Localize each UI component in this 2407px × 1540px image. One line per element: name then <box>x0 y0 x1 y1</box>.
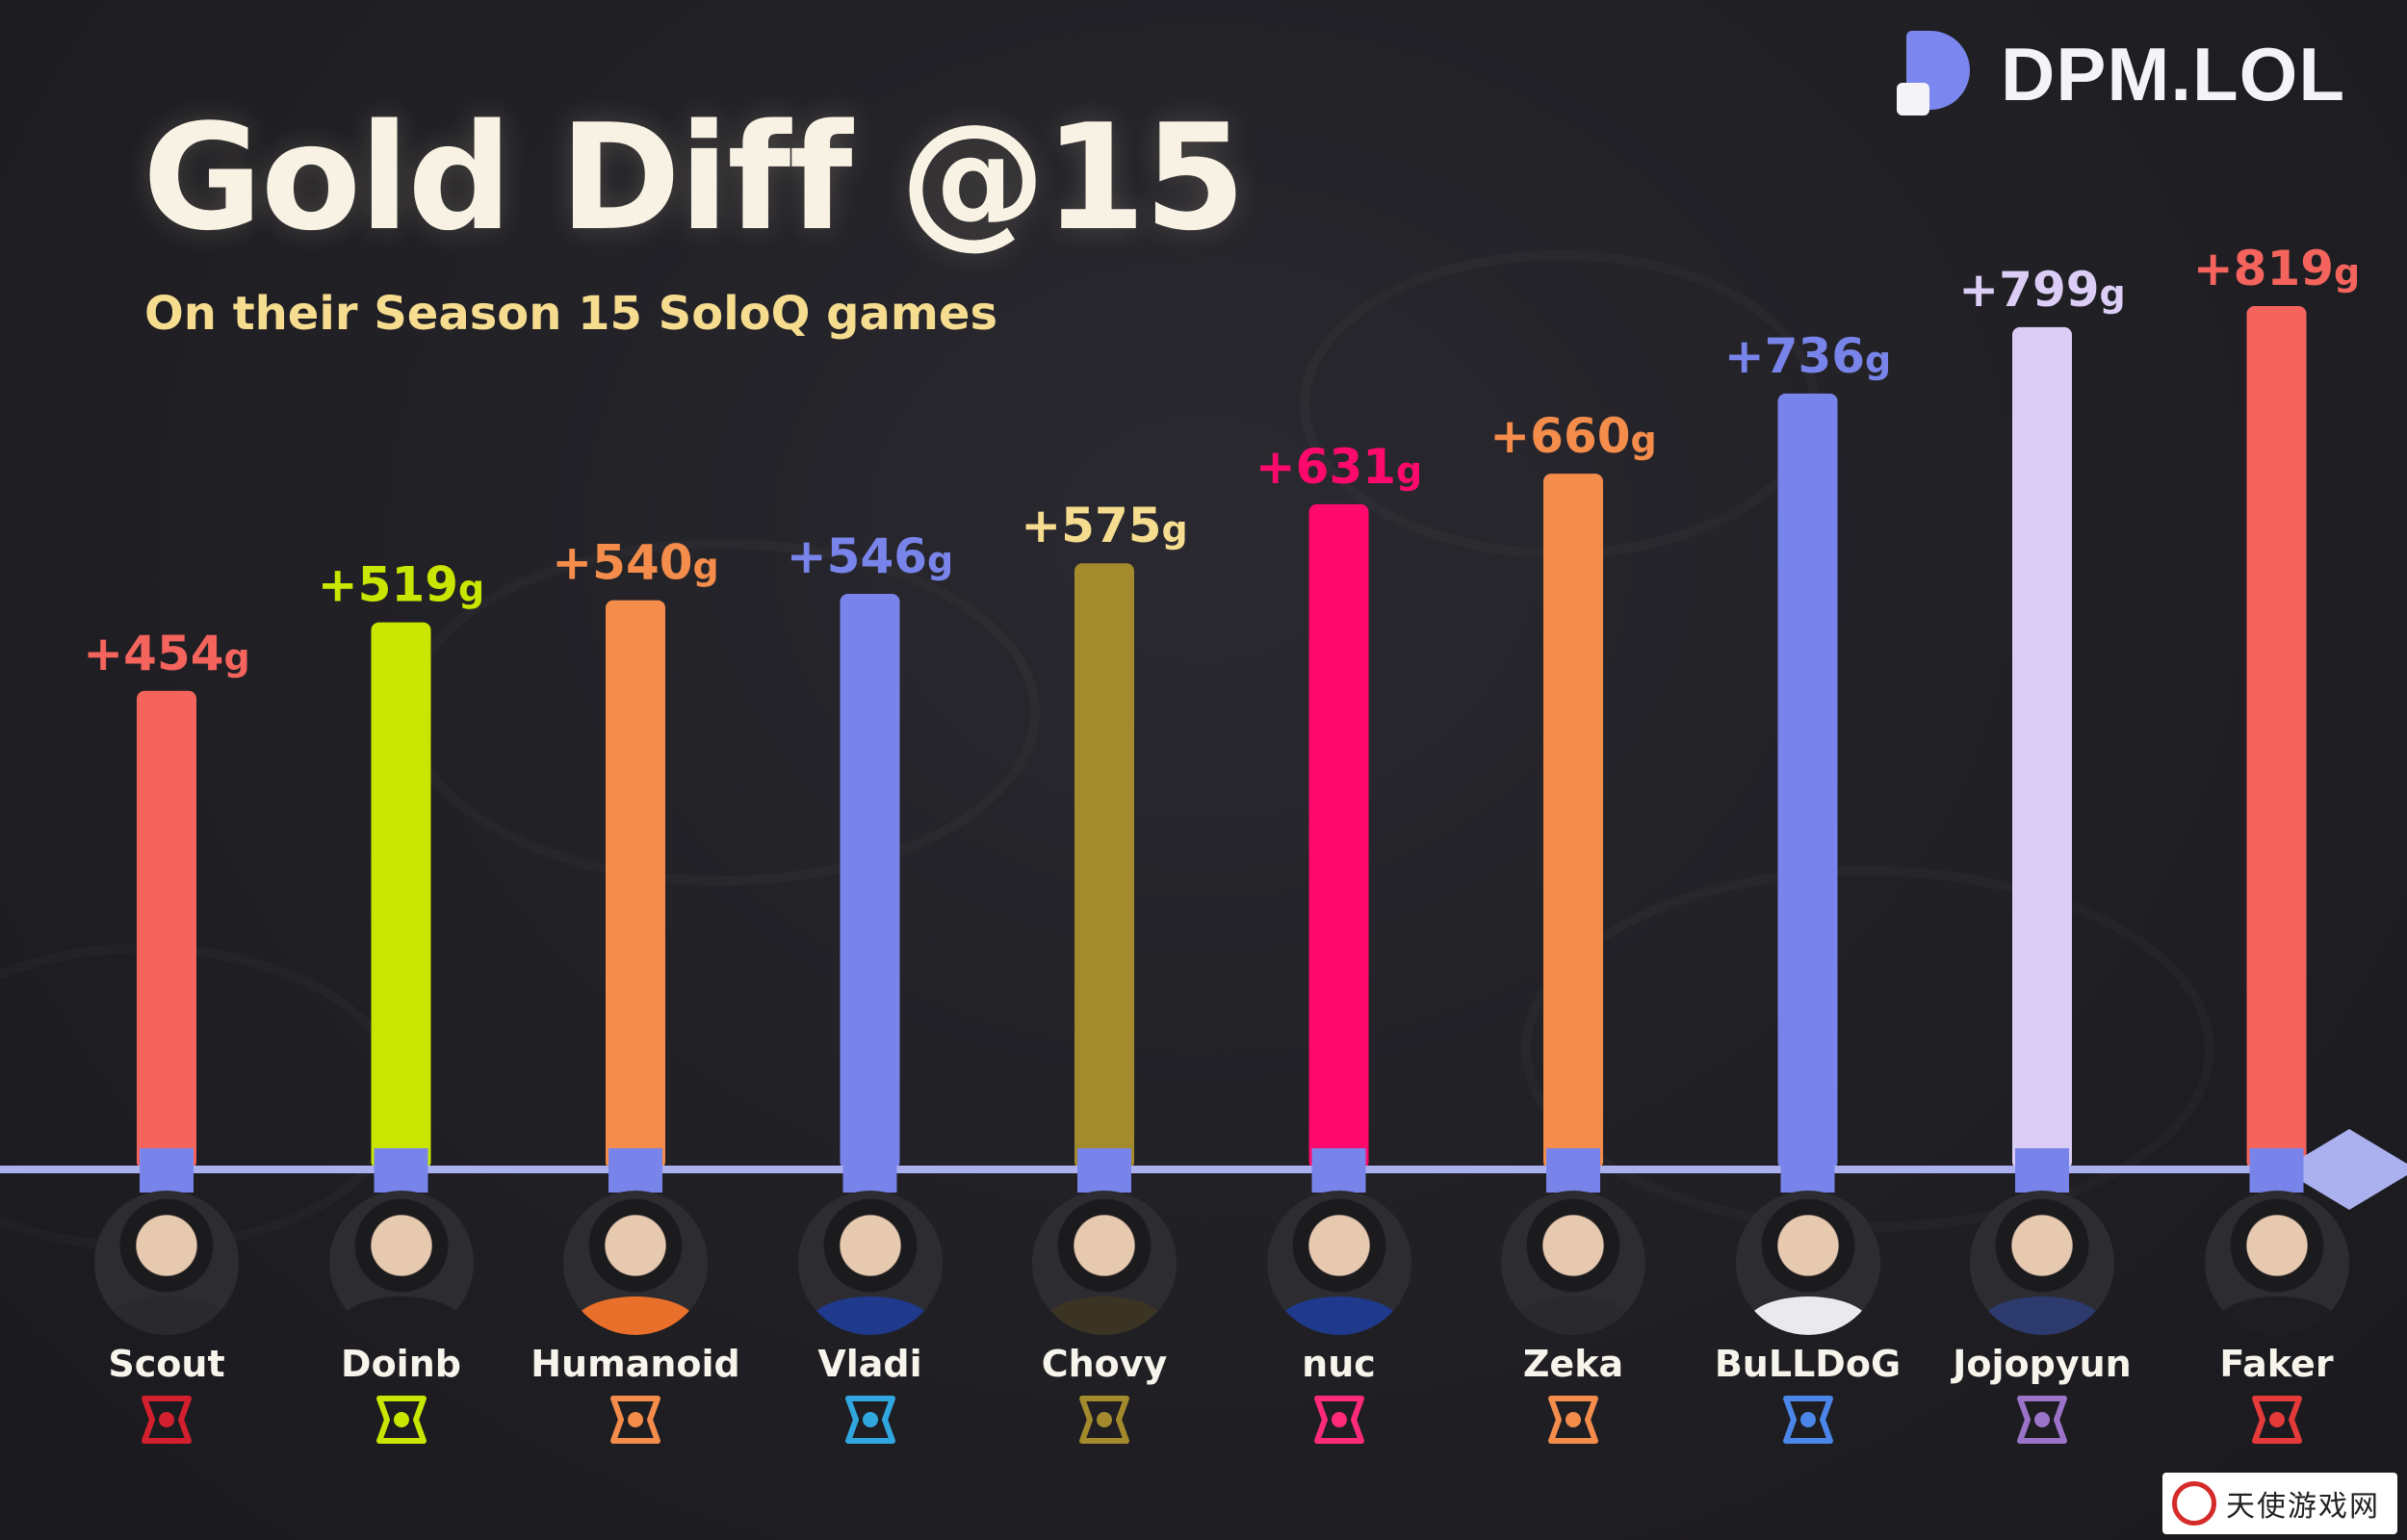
tick-label: Faker <box>2219 1343 2334 1385</box>
dpm-logo-icon <box>1897 31 1976 117</box>
gen-g-logo-icon <box>1071 1391 1138 1449</box>
jdg-logo-icon <box>133 1391 200 1449</box>
shopify-rebellion-logo-icon <box>1774 1391 1842 1449</box>
tick-label: Doinb <box>341 1343 461 1385</box>
player-photo <box>1266 1191 1411 1335</box>
bar-connector <box>2015 1148 2069 1193</box>
bar-connector <box>2249 1148 2304 1193</box>
bar-bulldog <box>1777 393 1838 1169</box>
bar-connector <box>1077 1148 1131 1193</box>
tick-label: Zeka <box>1522 1343 1624 1385</box>
player-photo <box>1970 1191 2114 1335</box>
page-title: Gold Diff @15 <box>142 92 1246 263</box>
baseline-arrow-icon <box>2282 1129 2407 1210</box>
data-label: +631g <box>1255 439 1422 495</box>
player-card: Zeka <box>1462 1191 1684 1449</box>
data-label: +799g <box>1958 262 2125 318</box>
bar-connector <box>140 1148 194 1193</box>
brand-name: DPM.LOL <box>2001 31 2345 116</box>
tick-label: Scout <box>108 1343 225 1385</box>
movistar-koi-logo-icon <box>2008 1391 2076 1449</box>
bar-jojopyun <box>2012 326 2072 1169</box>
ninjas-in-pyjamas-logo-icon <box>368 1391 435 1449</box>
bar-scout <box>137 690 196 1169</box>
fnatic-logo-icon <box>602 1391 669 1449</box>
hanwha-life-logo-icon <box>1540 1391 1607 1449</box>
player-card: BuLLDoG <box>1697 1191 1919 1449</box>
watermark: 天使游戏网 <box>2162 1473 2397 1534</box>
baseline-axis <box>0 1166 2291 1173</box>
bar-zeka <box>1543 474 1603 1170</box>
tick-label: Humanoid <box>531 1343 740 1385</box>
player-photo <box>2204 1191 2349 1335</box>
player-card: Jojopyun <box>1931 1191 2153 1449</box>
tick-label: BuLLDoG <box>1714 1343 1902 1385</box>
data-label: +519g <box>318 557 484 613</box>
bar-humanoid <box>606 600 665 1169</box>
data-label: +546g <box>787 528 953 584</box>
data-label: +736g <box>1724 328 1891 384</box>
player-card: Chovy <box>994 1191 1215 1449</box>
watermark-logo-icon <box>2172 1481 2216 1526</box>
bars <box>137 306 2307 1170</box>
player-card: Faker <box>2166 1191 2388 1449</box>
data-label: +575g <box>1021 498 1187 553</box>
t1-logo-icon <box>2243 1391 2311 1449</box>
bar-faker <box>2246 306 2307 1169</box>
player-photo <box>1032 1191 1177 1335</box>
bar-doinb <box>371 622 431 1169</box>
player-card: Scout <box>56 1191 277 1449</box>
player-photo <box>563 1191 708 1335</box>
tick-label: Jojopyun <box>1953 1343 2132 1385</box>
bar-connector <box>374 1148 428 1193</box>
player-photo <box>328 1191 474 1335</box>
bar-connector <box>608 1148 662 1193</box>
data-label: +540g <box>552 535 718 591</box>
brand-logo: DPM.LOL <box>1897 31 2345 117</box>
player-photo <box>797 1191 943 1335</box>
player-photo <box>94 1191 239 1335</box>
bar-chovy <box>1074 563 1134 1169</box>
bar-connector <box>1780 1148 1835 1193</box>
baseline <box>0 1129 2407 1210</box>
watermark-text: 天使游戏网 <box>2226 1490 2380 1524</box>
player-photo <box>1501 1191 1645 1335</box>
bar-connector <box>1546 1148 1600 1193</box>
koi-logo-icon <box>837 1391 904 1449</box>
player-card: nuc <box>1229 1191 1450 1449</box>
bar-connector <box>1311 1148 1366 1193</box>
player-photo <box>1735 1191 1880 1335</box>
data-label: +819g <box>2193 241 2360 296</box>
bar-nuc <box>1308 503 1369 1169</box>
team-heretics-logo-icon <box>1306 1391 1373 1449</box>
player-card: Humanoid <box>525 1191 746 1449</box>
tick-label: nuc <box>1302 1343 1376 1385</box>
page-subtitle: On their Season 15 SoloQ games <box>144 287 998 341</box>
data-label: +454g <box>83 626 249 681</box>
bar-vladi <box>840 594 900 1169</box>
data-label: +660g <box>1489 408 1656 464</box>
player-card: Doinb <box>291 1191 512 1449</box>
tick-label: Vladi <box>817 1343 922 1385</box>
tick-label: Chovy <box>1041 1343 1168 1385</box>
bar-connector <box>842 1148 897 1193</box>
value-labels: +454g +519g +540g +546g +575g +631g +660g +736g… <box>83 241 2360 681</box>
player-card: Vladi <box>760 1191 981 1449</box>
